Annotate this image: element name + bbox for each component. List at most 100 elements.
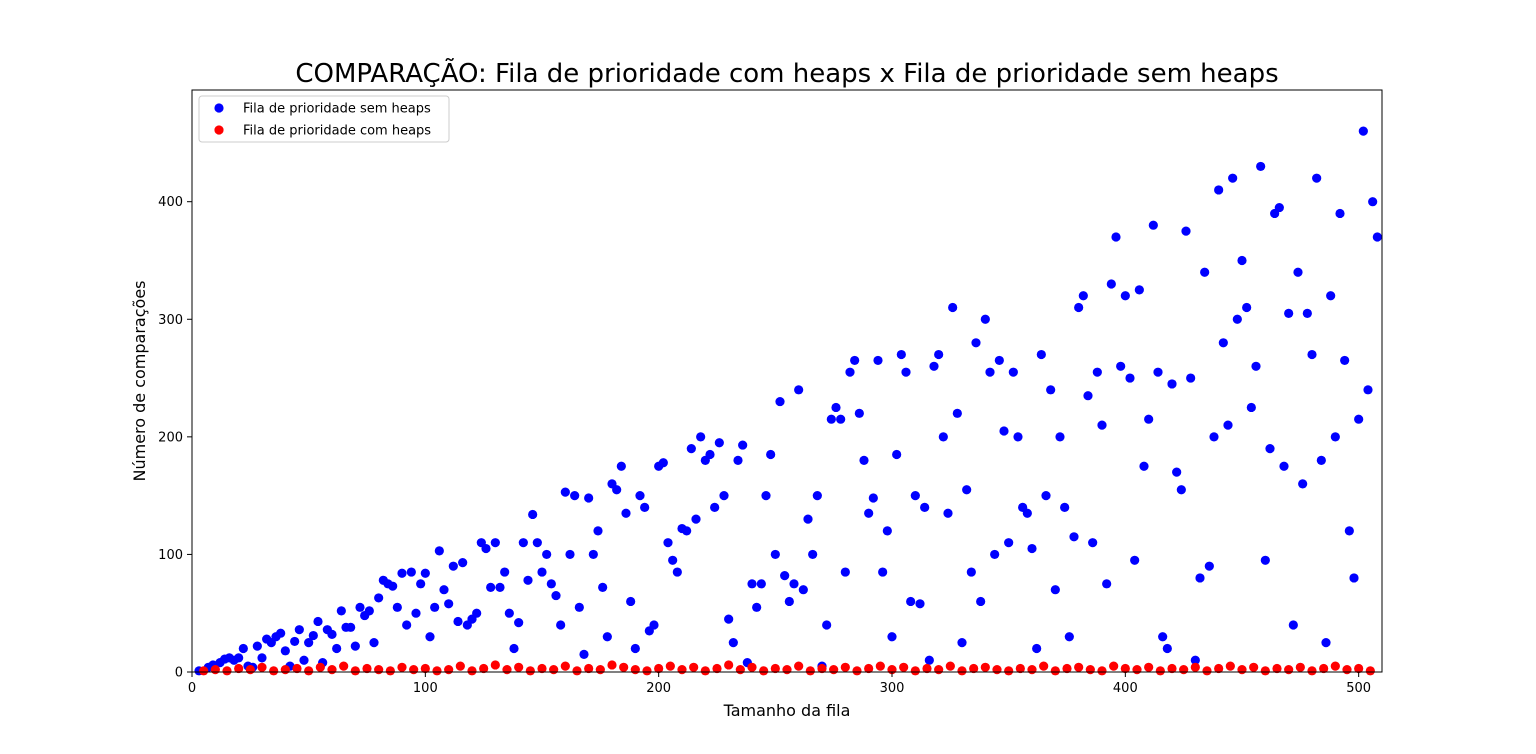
data-point — [1368, 197, 1378, 207]
data-point — [336, 606, 346, 616]
legend-entry: Fila de prioridade com heaps — [243, 124, 431, 139]
data-point — [199, 666, 209, 676]
data-point — [873, 355, 883, 366]
data-point — [1022, 508, 1032, 518]
data-point — [1265, 444, 1275, 454]
data-point — [635, 491, 645, 501]
data-point — [579, 649, 589, 659]
data-point — [1330, 661, 1340, 671]
data-point — [1078, 291, 1088, 301]
data-point — [500, 567, 510, 577]
data-point — [735, 665, 745, 675]
data-point — [626, 596, 636, 607]
data-point — [878, 567, 888, 577]
data-point — [654, 663, 664, 674]
data-point — [565, 549, 575, 560]
x-tick-label: 400 — [1113, 681, 1138, 696]
data-point — [864, 663, 874, 674]
data-point — [1167, 663, 1177, 674]
data-point — [1249, 662, 1259, 672]
data-point — [369, 638, 379, 648]
data-point — [598, 582, 608, 592]
data-point — [572, 666, 582, 676]
data-point — [1279, 461, 1289, 471]
data-point — [252, 641, 262, 651]
data-point — [409, 665, 419, 675]
data-point — [1202, 666, 1212, 676]
data-point — [831, 402, 841, 413]
data-point — [280, 646, 290, 656]
data-point — [980, 662, 990, 672]
data-point — [294, 625, 304, 635]
data-point — [906, 596, 916, 607]
data-point — [350, 641, 360, 651]
data-point — [910, 491, 920, 501]
data-point — [630, 665, 640, 675]
data-point — [1223, 420, 1233, 430]
data-point — [724, 614, 734, 624]
data-point — [1354, 663, 1364, 674]
data-point — [840, 567, 850, 577]
data-point — [472, 608, 482, 618]
y-tick-label: 300 — [158, 313, 183, 328]
data-point — [775, 396, 785, 407]
data-point — [826, 414, 836, 424]
data-point — [719, 491, 729, 501]
data-point — [518, 538, 528, 548]
data-point — [696, 432, 706, 442]
data-point — [756, 579, 766, 589]
data-point — [495, 582, 505, 592]
data-point — [290, 636, 300, 647]
data-point — [1027, 665, 1037, 675]
data-point — [1242, 302, 1252, 313]
data-point — [1335, 208, 1345, 219]
data-point — [509, 643, 519, 654]
data-point — [546, 579, 556, 589]
data-point — [1372, 232, 1382, 242]
data-point — [887, 632, 897, 642]
data-point — [976, 596, 986, 607]
data-point — [640, 502, 650, 512]
data-point — [868, 493, 878, 503]
data-point — [1155, 666, 1165, 676]
data-point — [1251, 361, 1261, 371]
data-point — [1330, 432, 1340, 442]
data-point — [584, 493, 594, 503]
data-point — [304, 638, 314, 648]
data-point — [490, 538, 500, 548]
data-point — [1176, 485, 1186, 495]
data-point — [789, 579, 799, 589]
data-point — [1181, 226, 1191, 236]
data-point — [1272, 663, 1282, 674]
data-point — [339, 661, 349, 671]
data-point — [1032, 643, 1042, 654]
data-point — [1190, 655, 1200, 665]
data-point — [896, 349, 906, 360]
data-point — [691, 514, 701, 524]
data-point — [920, 502, 930, 512]
data-point — [1256, 161, 1266, 172]
data-point — [1358, 126, 1368, 136]
data-point — [1167, 379, 1177, 389]
data-point — [514, 662, 524, 672]
data-point — [710, 502, 720, 512]
data-point — [829, 665, 839, 675]
data-point — [1312, 173, 1322, 183]
data-point — [705, 449, 715, 460]
data-point — [504, 608, 514, 618]
data-point — [852, 666, 862, 676]
data-point — [1246, 402, 1256, 413]
data-point — [1365, 666, 1375, 676]
data-point — [292, 663, 302, 674]
data-point — [537, 663, 547, 674]
plot-area — [191, 89, 1383, 676]
data-point — [402, 620, 412, 630]
data-point — [1036, 349, 1046, 360]
data-point — [1120, 291, 1130, 301]
data-point — [850, 355, 860, 366]
data-point — [812, 491, 822, 501]
y-tick-label: 400 — [158, 195, 183, 210]
data-point — [346, 622, 356, 632]
data-point — [1340, 355, 1350, 366]
data-point — [1284, 665, 1294, 675]
